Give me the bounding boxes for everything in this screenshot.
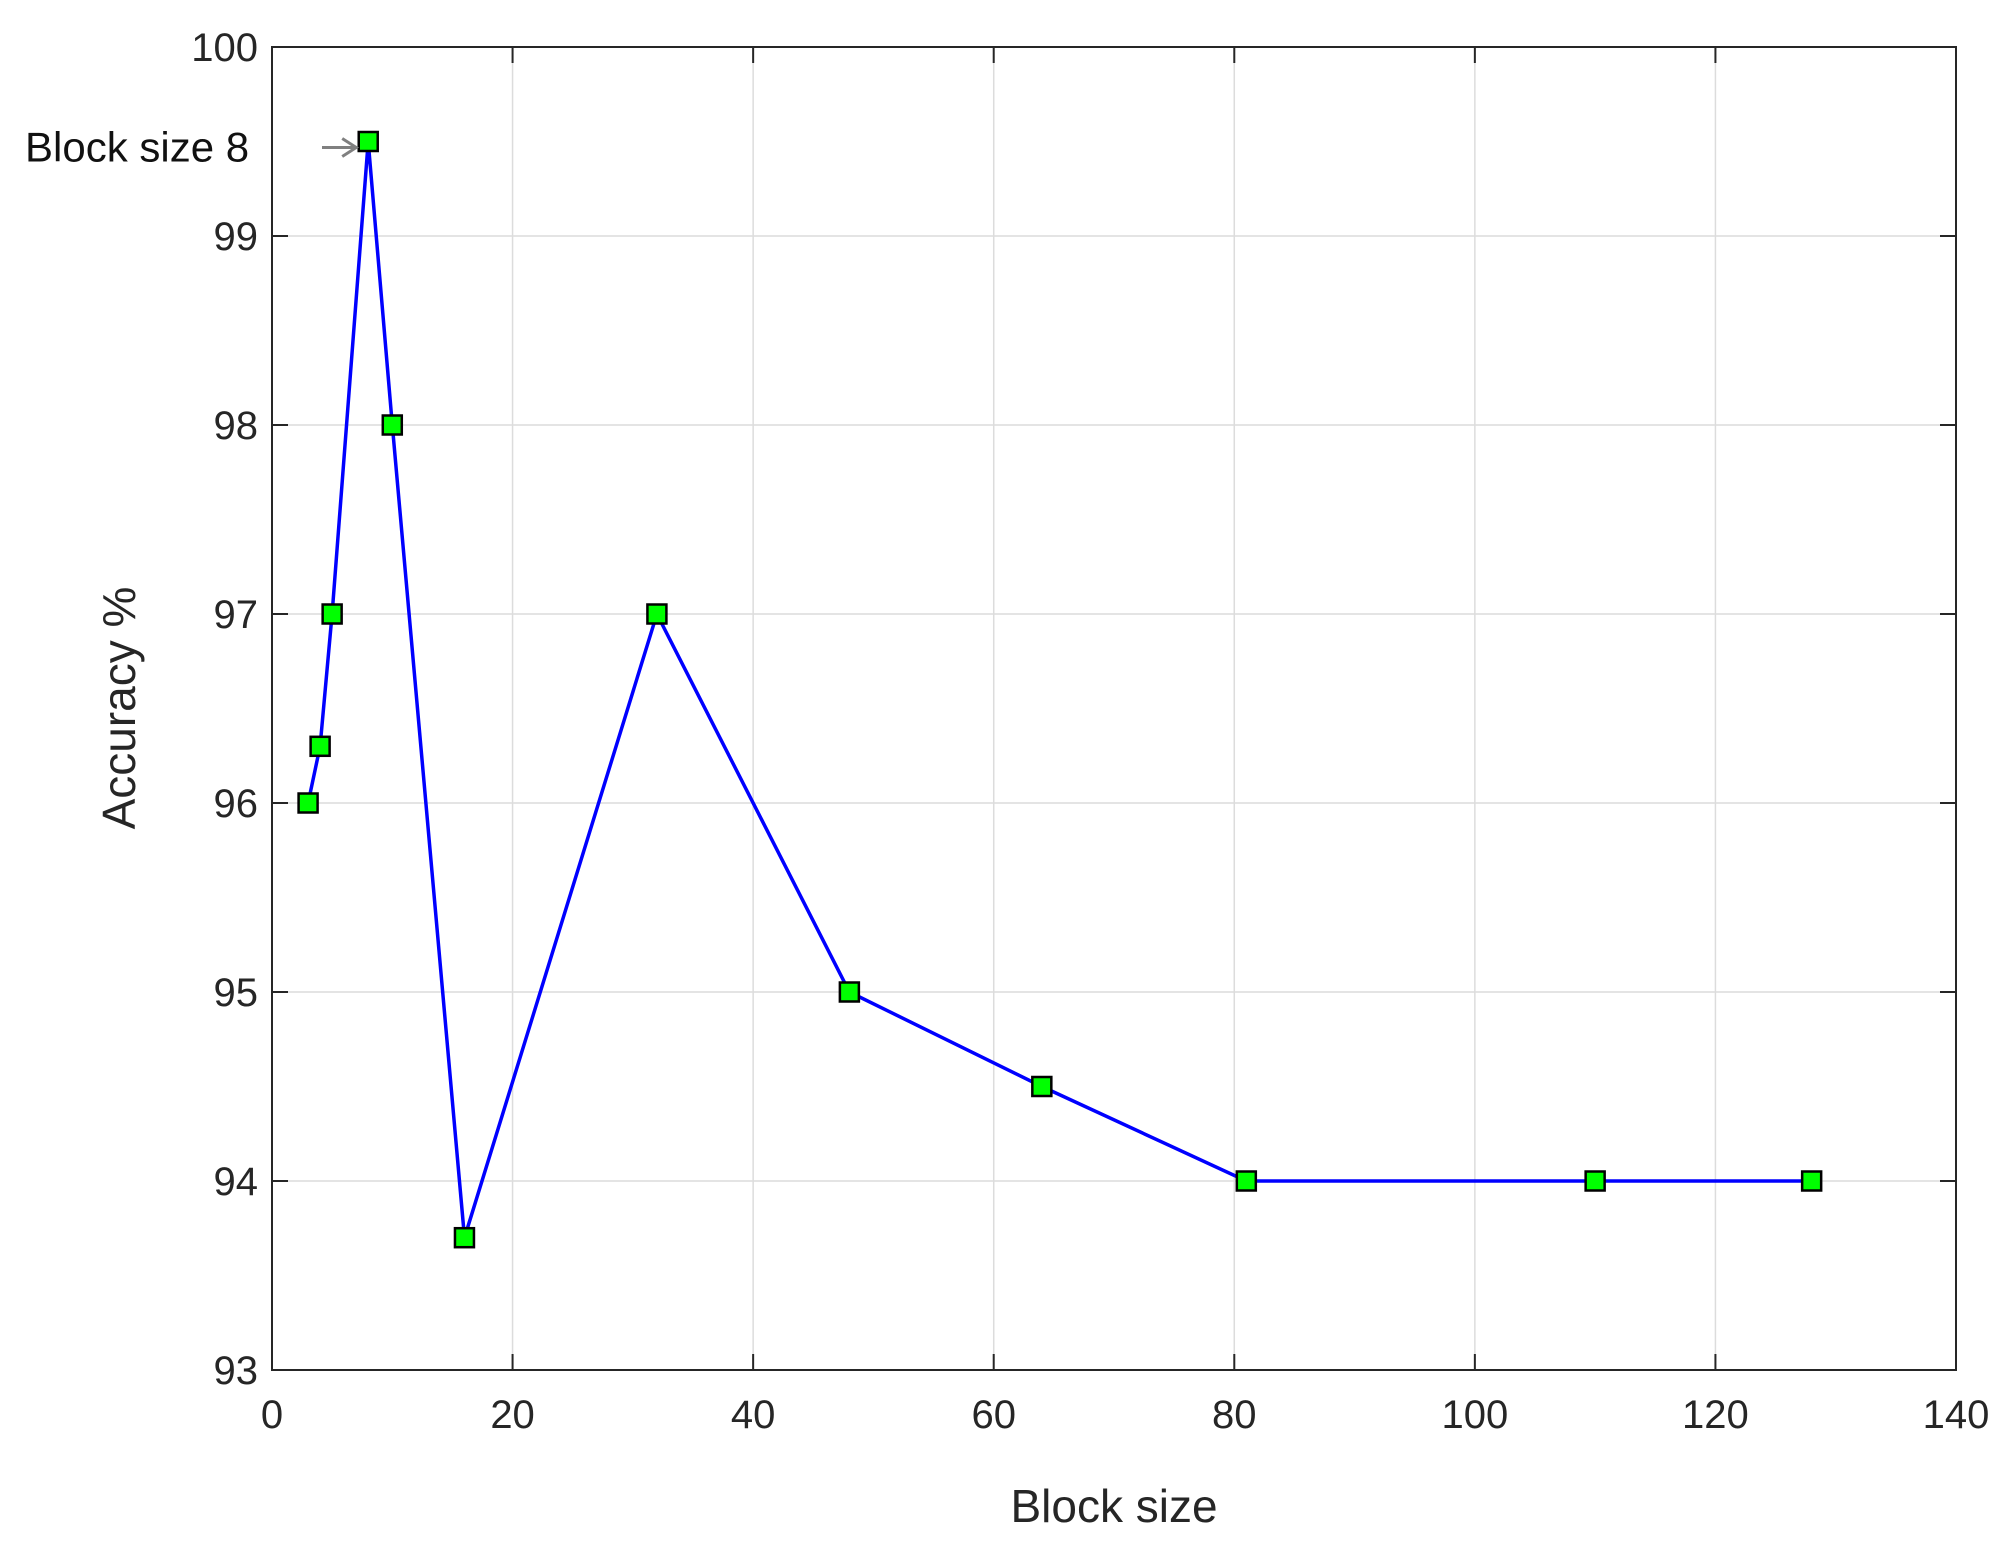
ticks: 0 20 40 60 80 100 120 140 93 94 95 96 97 98 99 100 [191, 26, 1989, 1437]
y-tick-label: 98 [214, 404, 259, 448]
y-tick-label: 94 [214, 1160, 259, 1204]
data-point-marker [453, 1226, 476, 1249]
series-layer [297, 130, 1823, 1249]
plot-area [272, 47, 1956, 1370]
annotation-label: Block size 8 [25, 124, 249, 171]
grid [272, 47, 1956, 1370]
data-point-marker [1800, 1170, 1823, 1192]
x-tick-label: 20 [490, 1393, 535, 1437]
data-point-marker [321, 603, 343, 625]
x-tick-label: 140 [1923, 1393, 1990, 1437]
data-point-marker [838, 981, 861, 1003]
annotation-arrowhead [341, 137, 360, 158]
plot-box [271, 46, 1957, 1371]
data-point-marker [646, 603, 668, 625]
y-tick-label: 100 [191, 26, 258, 70]
x-tick-label: 80 [1212, 1393, 1257, 1437]
x-axis-title: Block size [1010, 1480, 1217, 1532]
y-tick-label: 96 [214, 782, 259, 826]
data-point-marker [297, 792, 319, 814]
data-point-marker [309, 735, 331, 758]
y-tick-label: 99 [214, 215, 259, 259]
y-axis-title: Accuracy % [93, 587, 145, 830]
x-tick-label: 100 [1441, 1393, 1508, 1437]
annotations: Block size 8 [25, 124, 360, 171]
data-point-marker [1235, 1170, 1258, 1192]
series-line [306, 141, 1812, 1239]
x-tick-label: 60 [971, 1393, 1016, 1437]
x-tick-label: 40 [731, 1393, 776, 1437]
data-point-marker [1584, 1170, 1606, 1192]
data-point-marker [357, 130, 379, 153]
y-tick-label: 95 [214, 971, 259, 1015]
x-tick-label: 0 [261, 1393, 283, 1437]
y-tick-label: 93 [214, 1349, 259, 1393]
x-tick-label: 120 [1682, 1393, 1749, 1437]
data-point-marker [381, 414, 404, 436]
data-point-marker [1031, 1075, 1053, 1098]
y-tick-label: 97 [214, 593, 259, 637]
